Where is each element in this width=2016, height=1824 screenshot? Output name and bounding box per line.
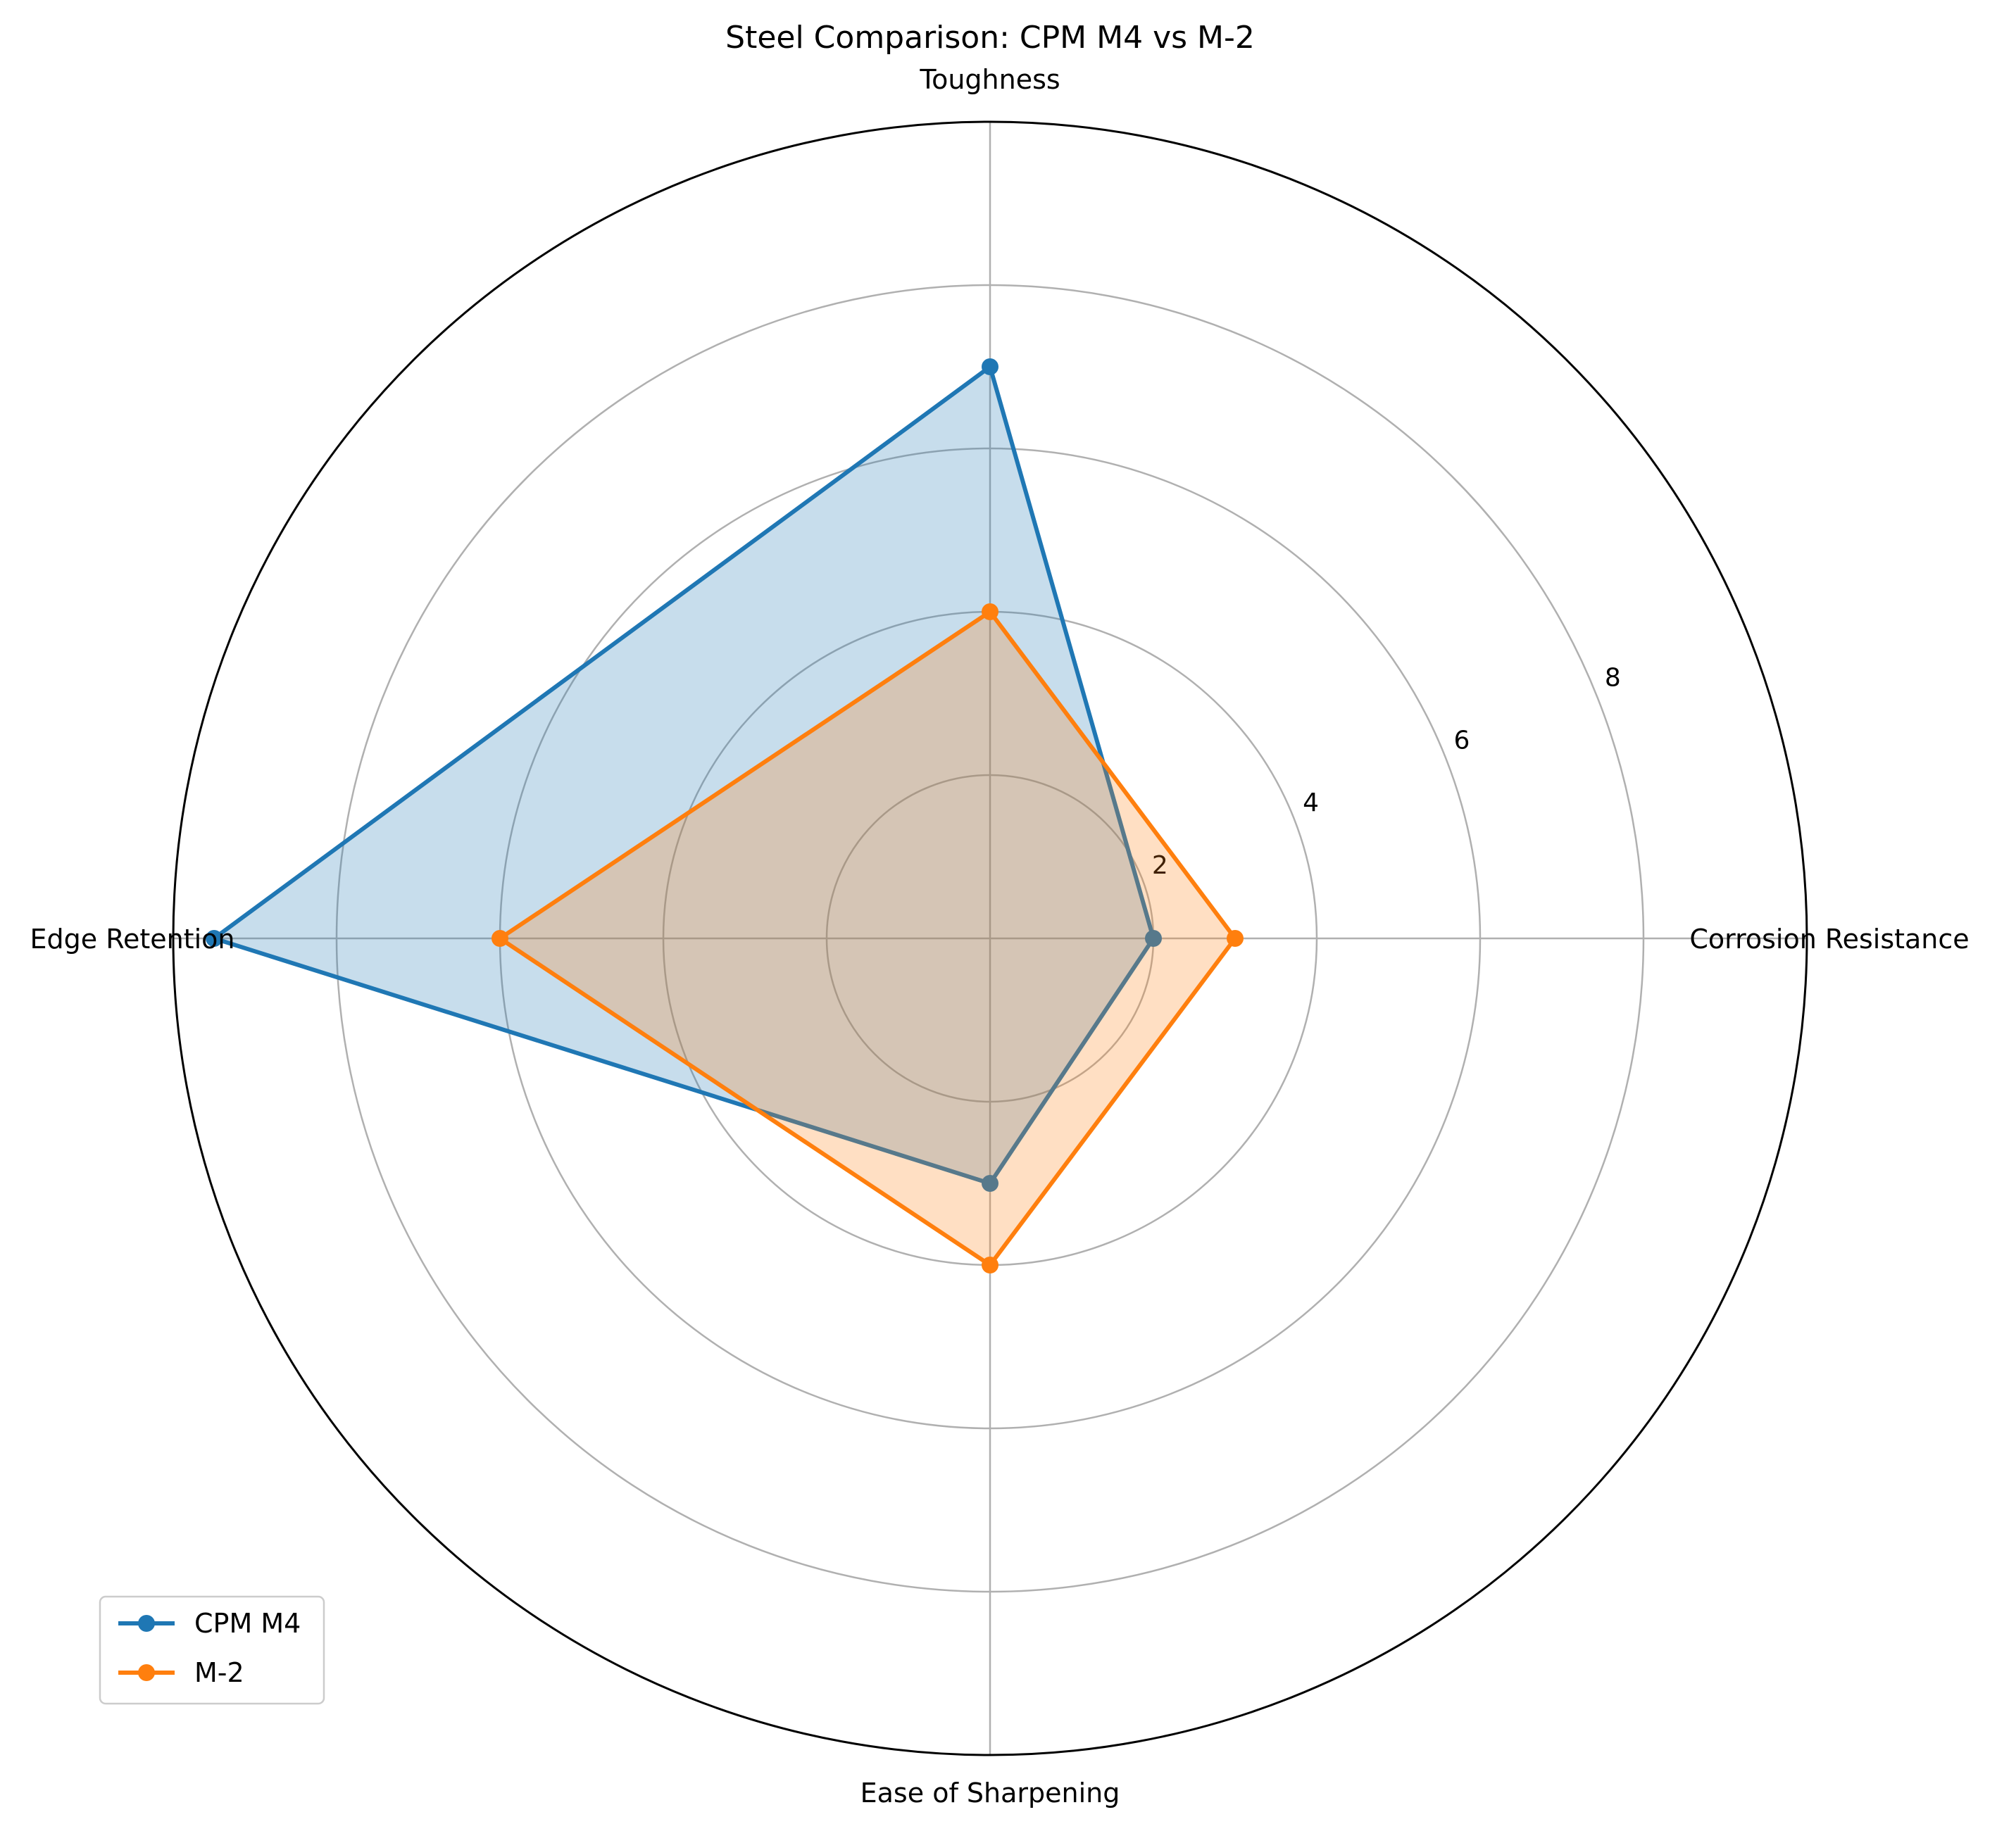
axis-label-1: Toughness <box>919 64 1060 95</box>
data-point-1-3 <box>982 1257 998 1273</box>
r-tick-label: 2 <box>1152 851 1168 880</box>
axis-label-3: Ease of Sharpening <box>860 1778 1120 1809</box>
data-point-1-2 <box>492 930 508 947</box>
series-layer <box>206 358 1244 1273</box>
outer-frame <box>172 120 1808 1756</box>
series-fill-1 <box>500 612 1235 1265</box>
label-layer: Corrosion Resistance Toughness Edge Retent… <box>30 64 1970 1809</box>
data-point-1-1 <box>982 603 998 620</box>
data-point-0-2 <box>206 930 223 947</box>
legend-label-1: M-2 <box>194 1657 244 1688</box>
data-point-0-1 <box>982 358 998 375</box>
r-tick-label: 4 <box>1303 788 1319 817</box>
r-tick-label: 8 <box>1605 664 1621 693</box>
legend-marker-0 <box>138 1615 155 1632</box>
r-tick-label: 6 <box>1454 726 1470 755</box>
legend-marker-1 <box>138 1664 155 1681</box>
axis-label-0: Corrosion Resistance <box>1689 924 1969 955</box>
legend-label-0: CPM M4 <box>194 1608 301 1639</box>
series-fill-0 <box>214 367 1153 1183</box>
chart-title: Steel Comparison: CPM M4 vs M-2 <box>725 20 1255 56</box>
data-point-1-0 <box>1227 930 1244 947</box>
data-point-0-0 <box>1145 930 1162 947</box>
legend: CPM M4 M-2 <box>99 1595 325 1705</box>
data-point-0-3 <box>982 1175 998 1192</box>
axis-label-2: Edge Retention <box>30 924 235 955</box>
